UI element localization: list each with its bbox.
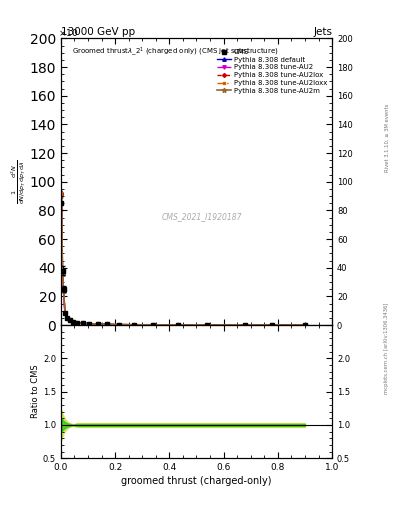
Text: Rivet 3.1.10, ≥ 3M events: Rivet 3.1.10, ≥ 3M events <box>384 104 389 173</box>
Text: mcplots.cern.ch [arXiv:1306.3436]: mcplots.cern.ch [arXiv:1306.3436] <box>384 303 389 394</box>
X-axis label: groomed thrust (charged-only): groomed thrust (charged-only) <box>121 476 272 486</box>
Text: $\times 10$: $\times 10$ <box>58 27 79 38</box>
Legend: CMS, Pythia 8.308 default, Pythia 8.308 tune-AU2, Pythia 8.308 tune-AU2lox, Pyth: CMS, Pythia 8.308 default, Pythia 8.308 … <box>216 48 329 95</box>
Y-axis label: $\frac{1}{\mathrm{d}N/\mathrm{d}p_T} \frac{\mathrm{d}^2N}{\mathrm{d}p_T\,\mathrm: $\frac{1}{\mathrm{d}N/\mathrm{d}p_T} \fr… <box>10 160 28 204</box>
Text: 13000 GeV pp: 13000 GeV pp <box>61 27 135 37</box>
Text: CMS_2021_I1920187: CMS_2021_I1920187 <box>162 211 242 221</box>
Y-axis label: Ratio to CMS: Ratio to CMS <box>31 365 40 418</box>
Text: Jets: Jets <box>313 27 332 37</box>
Text: Groomed thrust$\lambda\_2^1$ (charged only) (CMS jet substructure): Groomed thrust$\lambda\_2^1$ (charged on… <box>72 46 279 58</box>
